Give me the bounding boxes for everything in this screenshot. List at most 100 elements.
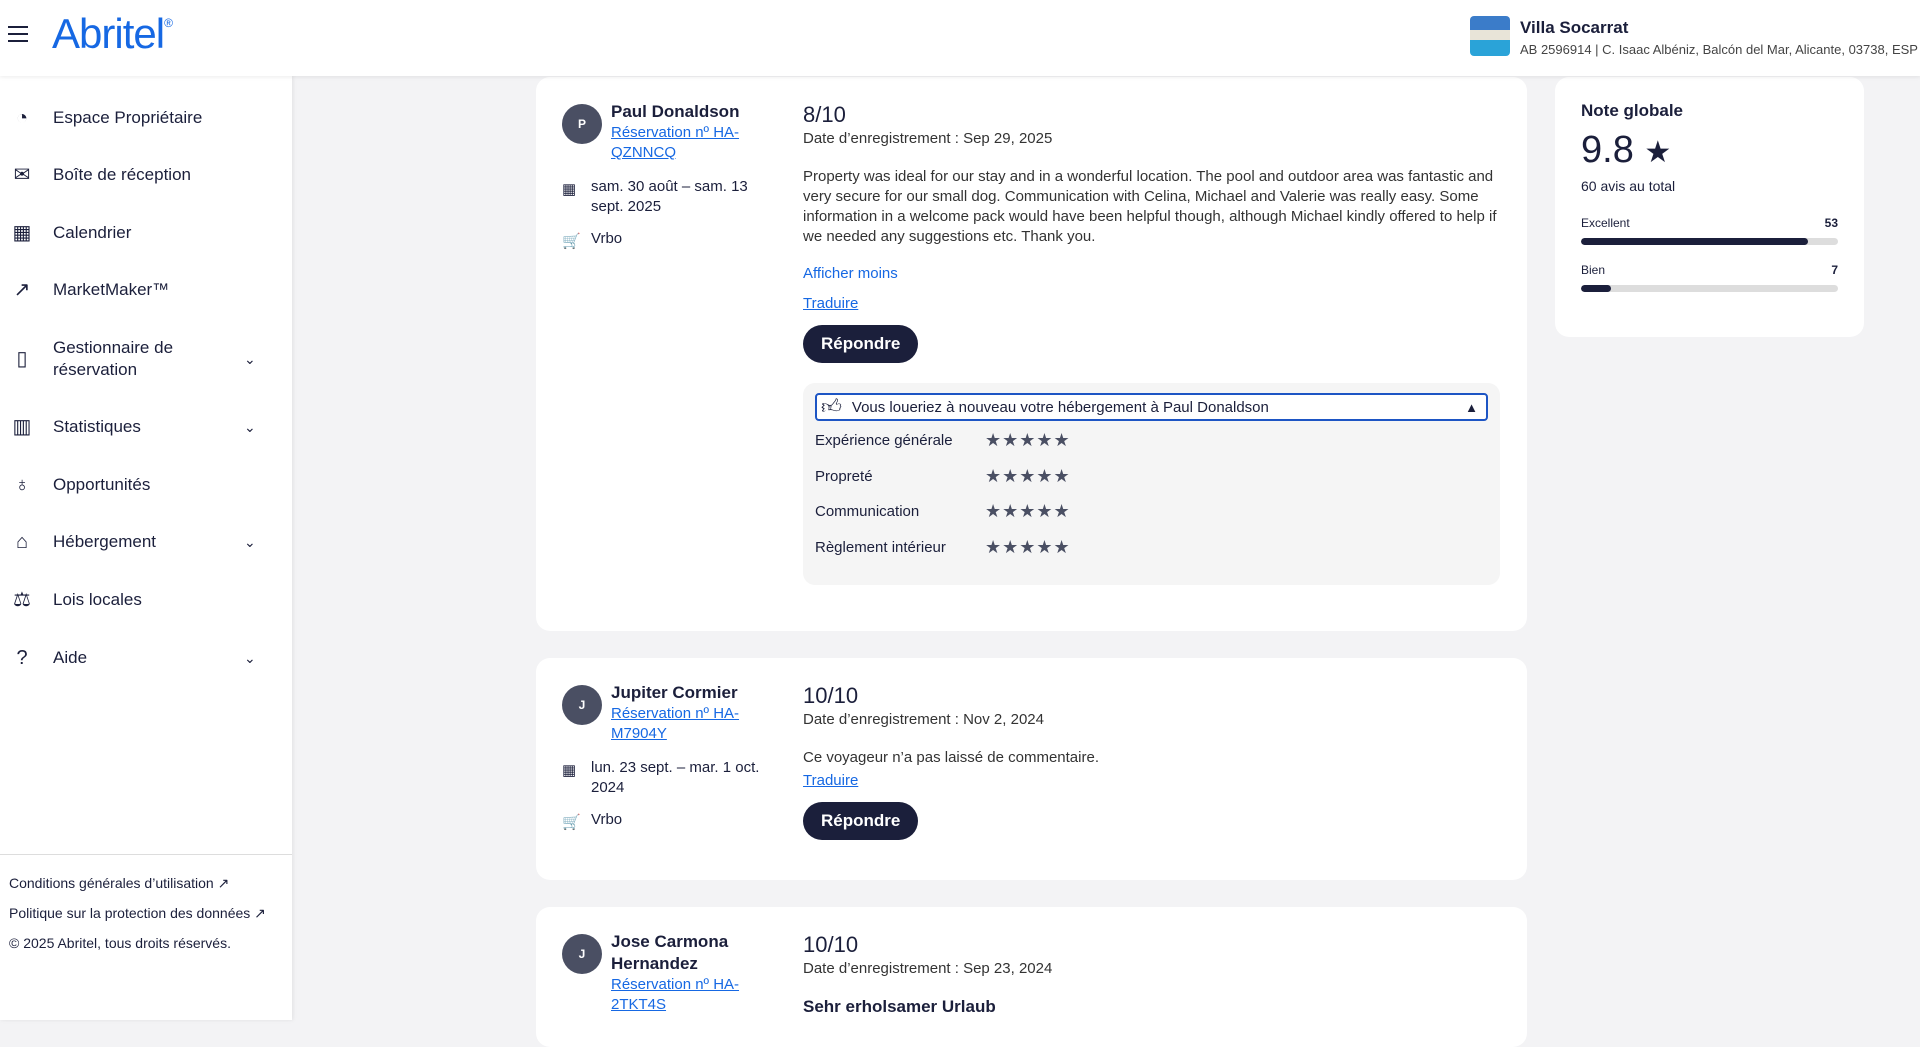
avatar: P [562,104,602,144]
review-card: P Paul Donaldson Réservation nº HA-QZNNC… [536,77,1527,631]
avatar: J [562,934,602,974]
terms-link[interactable]: Conditions générales d’utilisation ↗ [9,875,230,891]
sidebar-item-1[interactable]: ◔ Espace Propriétaire [0,96,292,140]
sidebar-item-label: Calendrier [53,223,132,242]
reply-button[interactable]: Répondre [803,802,919,840]
sidebar-item-4[interactable]: ↗ MarketMaker™ [0,268,292,312]
rating-row: Propreté ★★★★★ [815,459,1488,495]
chevron-down-icon[interactable]: ⌄ [244,418,256,435]
help-icon: ? [16,647,28,669]
guest-name: Jose Carmona Hernandez [611,932,729,973]
gauge-icon: ◔ [15,107,29,129]
hamburger-menu-icon[interactable] [8,26,28,42]
bar-label: Bien [1581,263,1606,277]
star-rating: ★★★★★ [985,501,1071,522]
sidebar-item-3[interactable]: ▦ Calendrier [0,211,292,255]
total-reviews: 60 avis au total [1581,178,1676,194]
sidebar-footer: Conditions générales d’utilisation ↗ Pol… [0,854,292,981]
reservation-link[interactable]: Réservation nº HA-QZNNCQ [611,124,740,161]
review-text: Property was ideal for our stay and in a… [803,168,1497,245]
property-thumbnail [1470,16,1510,56]
cart-icon: 🛒 [562,814,581,831]
star-rating: ★★★★★ [985,430,1071,451]
booking-source: Vrbo [591,230,623,247]
sidebar-item-label: Espace Propriétaire [53,108,203,127]
sidebar-item-2[interactable]: ✉ Boîte de réception [0,153,292,197]
sidebar-item-label: Lois locales [53,590,142,609]
review-card: J Jupiter Cormier Réservation nº HA-M790… [536,658,1527,880]
chevron-up-icon: ▲ [1465,399,1478,415]
property-name: Villa Socarrat [1520,18,1629,37]
star-icon: ★ [1644,136,1672,169]
property-selector[interactable]: Villa Socarrat AB 2596914 | C. Isaac Alb… [1470,16,1918,57]
stay-dates: sam. 30 août – sam. 13 sept. 2025 [591,178,748,215]
review-score: 10/10 [803,932,859,957]
show-less-link[interactable]: Afficher moins [803,265,898,282]
privacy-link[interactable]: Politique sur la protection des données … [9,905,266,921]
overall-rating-card: Note globale 9.8 ★ 60 avis au total Exce… [1555,77,1864,337]
guest-name: Paul Donaldson [611,102,740,121]
sidebar-item-label: Opportunités [53,475,151,494]
lightbulb-icon: ♁ [14,474,30,496]
sidebar-item-label: Statistiques [53,417,141,436]
trend-chart-icon: ↗ [13,279,31,301]
sidebar-item-8[interactable]: ⌂ Hébergement ⌄ [0,520,292,564]
progress-bar [1581,285,1838,292]
review-score: 10/10 [803,683,859,708]
progress-fill [1581,238,1808,245]
rent-again-text: Vous loueriez à nouveau votre hébergemen… [851,398,1269,416]
translate-link[interactable]: Traduire [803,295,859,312]
ratings-panel: 👍︎ Vous loueriez à nouveau votre hébergem… [803,383,1500,585]
chevron-down-icon[interactable]: ⌄ [244,350,256,367]
rating-row: Communication ★★★★★ [815,494,1488,530]
translate-link[interactable]: Traduire [803,772,859,789]
booking-icon: ▯ [16,348,28,370]
review-date: Date d’enregistrement : Sep 29, 2025 [803,130,1053,147]
booking-source: Vrbo [591,811,623,828]
thumbs-up-icon: 👍︎ [821,396,842,418]
bar-count: 53 [1824,216,1838,230]
bar-chart-icon: ▥ [12,416,32,438]
review-title: Sehr erholsamer Urlaub [803,997,996,1016]
calendar-icon: ▦ [562,762,577,779]
overall-score: 9.8 [1581,129,1634,171]
avatar: J [562,685,602,725]
sidebar-item-label: Aide [53,648,88,667]
reply-button[interactable]: Répondre [803,325,919,363]
calendar-icon: ▦ [562,181,577,198]
logo-text: Abritel [52,10,165,57]
review-date: Date d’enregistrement : Nov 2, 2024 [803,711,1044,728]
sidebar-item-5[interactable]: ▯ Gestionnaire de réservation ⌄ [0,337,292,381]
home-icon: ⌂ [15,531,29,553]
mail-icon: ✉ [13,164,31,186]
calendar-icon: ▦ [12,222,32,244]
sidebar-item-9[interactable]: ⚖ Lois locales [0,578,292,622]
chevron-down-icon[interactable]: ⌄ [244,533,256,550]
stay-dates: lun. 23 sept. – mar. 1 oct. 2024 [591,759,760,796]
overall-rating-title: Note globale [1581,101,1684,120]
progress-fill [1581,285,1612,292]
rating-label: Propreté [815,467,873,485]
reservation-link[interactable]: Réservation nº HA-M7904Y [611,705,740,742]
progress-bar [1581,238,1838,245]
copyright: © 2025 Abritel, tous droits réservés. [9,935,231,951]
rating-label: Règlement intérieur [815,538,946,556]
star-rating: ★★★★★ [985,536,1071,557]
sidebar-item-10[interactable]: ? Aide ⌄ [0,636,292,680]
rating-label: Communication [815,503,920,521]
sidebar-item-6[interactable]: ▥ Statistiques ⌄ [0,405,292,449]
rating-distribution-row: Excellent 53 [1581,216,1838,245]
chevron-down-icon[interactable]: ⌄ [244,649,256,666]
rent-again-accordion[interactable]: 👍︎ Vous loueriez à nouveau votre hébergem… [815,393,1488,421]
gavel-icon: ⚖ [13,589,31,611]
reservation-link[interactable]: Réservation nº HA-2TKT4S [611,976,740,1013]
sidebar: Conditions générales d’utilisation ↗ Pol… [0,76,292,1020]
sidebar-item-label: Boîte de réception [53,165,191,184]
rating-distribution-row: Bien 7 [1581,263,1838,292]
cart-icon: 🛒 [562,233,581,250]
guest-name: Jupiter Cormier [611,683,738,702]
bar-count: 7 [1831,263,1838,277]
sidebar-item-7[interactable]: ♁ Opportunités [0,463,292,507]
abritel-logo[interactable]: Abritel® [52,10,173,57]
review-text: Ce voyageur n’a pas laissé de commentair… [803,749,1099,766]
